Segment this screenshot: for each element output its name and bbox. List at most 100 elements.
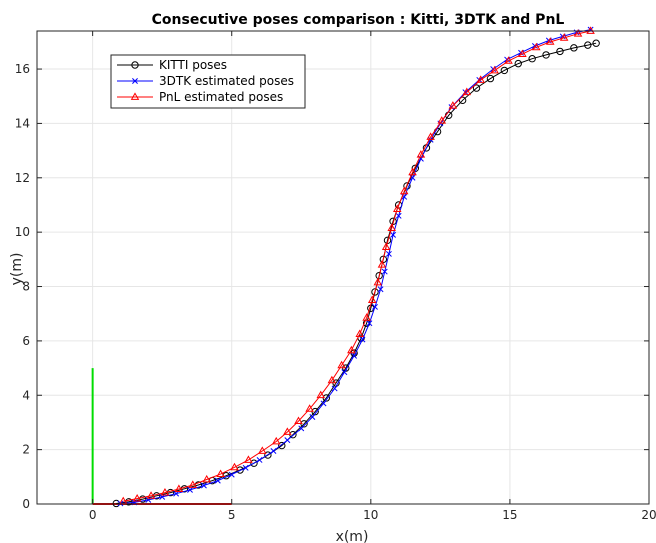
data-point-triangle (230, 462, 239, 471)
data-point-triangle (392, 204, 402, 212)
y-tick-label: 10 (15, 225, 30, 239)
data-point-triangle (316, 390, 326, 399)
data-point-triangle (373, 277, 383, 286)
series-line (116, 42, 597, 504)
data-point-circle (556, 47, 564, 56)
series-layer (112, 26, 600, 508)
y-axis-label: y(m) (9, 253, 25, 286)
data-point-triangle (130, 92, 140, 100)
data-point-triangle (188, 480, 198, 488)
data-point-triangle (294, 416, 303, 424)
data-point-circle (570, 44, 578, 52)
data-point-triangle (448, 101, 458, 109)
data-point-circle (458, 96, 467, 105)
data-point-circle (584, 41, 592, 49)
data-point-triangle (146, 491, 156, 499)
data-point-triangle (132, 493, 142, 502)
data-point-triangle (174, 484, 184, 492)
x-tick-label: 20 (641, 508, 656, 522)
data-point-x-stroke (372, 303, 378, 310)
data-point-x (309, 414, 316, 420)
data-point-x-stroke (381, 268, 388, 275)
data-point-circle (379, 255, 388, 264)
data-point-triangle (416, 150, 426, 158)
data-point-circle (514, 59, 522, 68)
data-point-x-stroke (320, 400, 327, 407)
data-point-x-stroke (214, 477, 221, 484)
legend-label: KITTI poses (159, 58, 227, 72)
data-point-x (372, 303, 378, 310)
data-point-x-stroke (351, 352, 358, 359)
data-point-x-stroke (298, 425, 305, 432)
data-point-circle (528, 55, 536, 63)
data-point-triangle (271, 436, 281, 445)
y-tick-label: 0 (22, 497, 30, 511)
data-point-triangle (362, 313, 371, 321)
data-point-x-stroke (377, 286, 384, 293)
y-tick-label: 12 (15, 171, 30, 185)
data-point-circle (375, 271, 383, 280)
x-tick-label: 0 (89, 508, 97, 522)
data-point-triangle (426, 132, 435, 140)
data-point-triangle (573, 29, 583, 37)
data-point-x (377, 286, 384, 293)
data-point-triangle (545, 37, 555, 45)
data-point-x (381, 268, 388, 275)
legend-label: 3DTK estimated poses (159, 74, 294, 88)
data-point-circle (542, 51, 550, 59)
data-point-circle (403, 182, 411, 190)
data-point-triangle (377, 260, 387, 268)
data-point-triangle (305, 404, 314, 412)
data-point-x-stroke (228, 471, 235, 478)
x-axis-label: x(m) (336, 529, 369, 543)
data-point-x-stroke (390, 231, 397, 238)
data-point-triangle (408, 167, 417, 176)
data-point-triangle (216, 469, 225, 477)
data-point-triangle (437, 116, 447, 124)
data-point-triangle (381, 242, 391, 251)
data-point-triangle (347, 345, 356, 354)
legend-label: PnL estimated poses (159, 90, 283, 104)
data-point-circle (486, 74, 495, 83)
data-point-circle (472, 84, 481, 92)
data-point-triangle (327, 375, 337, 384)
data-point-x-stroke (187, 486, 193, 493)
series-line (123, 30, 591, 502)
data-point-circle (131, 61, 139, 69)
data-point-x-stroke (132, 78, 138, 84)
data-point-x (284, 437, 291, 444)
data-point-circle (264, 451, 272, 459)
data-point-x (341, 369, 348, 376)
data-point-circle (250, 459, 258, 467)
data-point-x-stroke (409, 174, 416, 181)
data-point-x (298, 425, 305, 432)
data-point-x-stroke (385, 250, 392, 257)
x-tick-label: 5 (228, 508, 236, 522)
y-tick-label: 8 (22, 280, 30, 294)
data-point-x (270, 448, 277, 454)
data-point-x-stroke (284, 437, 291, 444)
data-point-x-stroke (309, 414, 316, 420)
y-tick-label: 4 (22, 388, 30, 402)
legend-item: KITTI poses (117, 58, 227, 72)
data-point-triangle (518, 49, 527, 58)
ticks: 0 5 10 15 20 0 2 4 6 8 10 12 14 16 (15, 31, 656, 522)
data-point-circle (592, 39, 600, 47)
chart-title: Consecutive poses comparison : Kitti, 3D… (152, 12, 565, 28)
data-point-x (228, 471, 235, 478)
data-point-x (187, 486, 193, 493)
data-point-circle (278, 441, 286, 450)
x-tick-label: 15 (502, 508, 517, 522)
data-point-x (132, 78, 138, 84)
data-point-x-stroke (270, 448, 277, 454)
legend-item: PnL estimated poses (117, 90, 283, 104)
data-point-triangle (244, 455, 253, 463)
data-point-x (320, 400, 327, 407)
data-point-triangle (283, 427, 292, 435)
y-tick-label: 2 (22, 443, 30, 457)
legend: KITTI poses 3DTK estimated poses PnL estim… (110, 54, 306, 109)
data-point-triangle (202, 474, 211, 483)
data-point-triangle (559, 33, 569, 41)
data-point-triangle (399, 186, 409, 195)
